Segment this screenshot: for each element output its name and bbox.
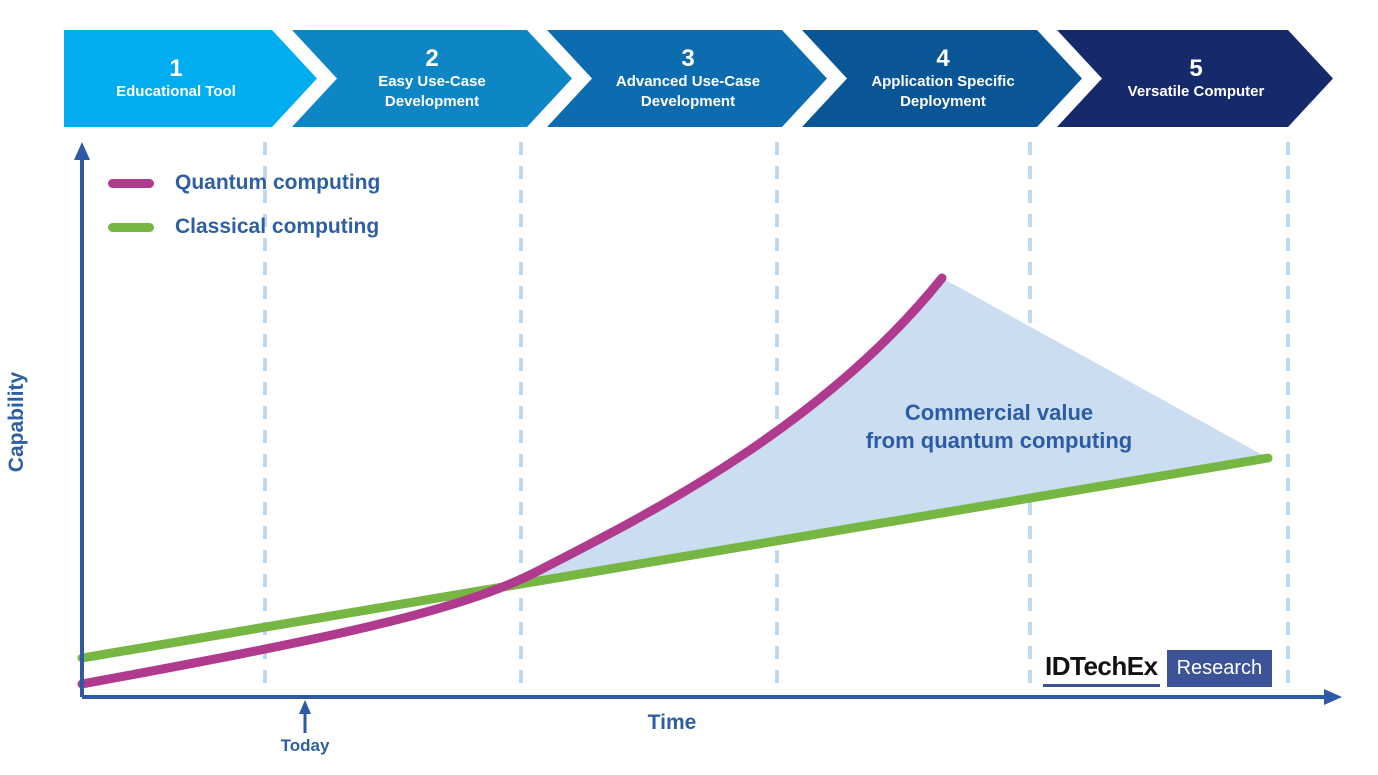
stage-name: Educational Tool [116, 82, 236, 100]
idtechex-wordmark: IDTechEx [1043, 650, 1160, 687]
stage-label-1: 1 Educational Tool [66, 30, 286, 127]
commercial-value-annotation: Commercial value from quantum computing [843, 399, 1155, 455]
stage-name: Easy Use-Case Development [378, 73, 486, 110]
stage-chevron-2 [292, 30, 572, 127]
x-axis-label: Time [647, 711, 697, 734]
stage-chevron-1 [64, 30, 317, 127]
stage-name: Application Specific Deployment [871, 73, 1015, 110]
stage-label-3: 3 Advanced Use-Case Development [578, 30, 798, 127]
classical-computing-line [77, 453, 1273, 663]
today-label: Today [280, 736, 330, 755]
stage-label-4: 4 Application Specific Deployment [833, 30, 1053, 127]
legend-swatch-quantum [108, 179, 154, 188]
stage-name: Advanced Use-Case Development [615, 73, 761, 110]
stage-chevron-5 [1057, 30, 1333, 127]
stage-divider-dashes [263, 142, 1290, 690]
idtechex-logo: IDTechEx Research [1043, 650, 1273, 687]
annotation-line-2: from quantum computing [865, 428, 1133, 454]
stage-chevron-3 [547, 30, 827, 127]
y-axis-label: Capability [5, 371, 28, 473]
quantum-computing-curve [77, 273, 947, 689]
stage-name: Versatile Computer [1127, 82, 1265, 100]
legend-swatch-classical [108, 223, 154, 232]
stage-label-5: 5 Versatile Computer [1086, 30, 1306, 127]
research-badge: Research [1166, 650, 1273, 687]
stage-number: 1 [169, 54, 183, 82]
stage-number: 4 [936, 44, 950, 72]
annotation-line-1: Commercial value [904, 400, 1094, 425]
stage-number: 2 [425, 44, 439, 72]
stage-label-2: 2 Easy Use-Case Development [322, 30, 542, 127]
today-marker-arrow-icon [299, 700, 311, 714]
legend-label-classical: Classical computing [175, 215, 380, 238]
commercial-value-region [503, 278, 1268, 583]
stage-chevron-4 [802, 30, 1082, 127]
legend-label-quantum: Quantum computing [175, 171, 381, 194]
stage-number: 5 [1189, 54, 1203, 82]
stage-number: 3 [681, 44, 695, 72]
y-axis-arrow-icon [74, 142, 90, 160]
x-axis-arrow-icon [1324, 689, 1342, 705]
